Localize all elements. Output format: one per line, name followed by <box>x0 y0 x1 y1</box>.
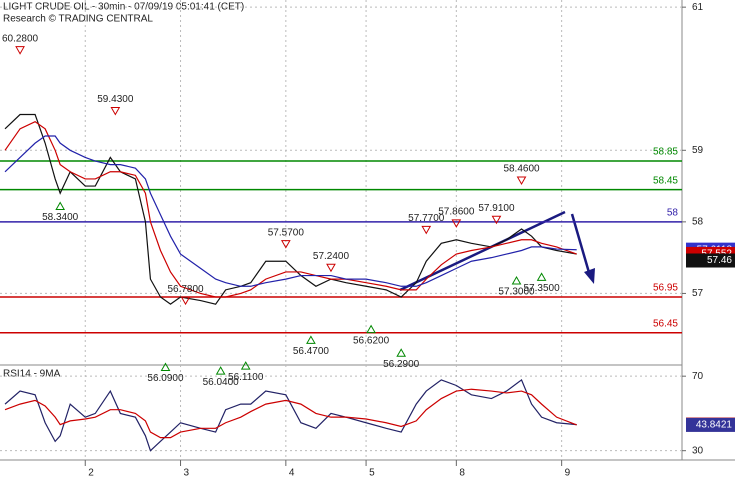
pivot-label: 58.4600 <box>503 164 540 175</box>
value-tag <box>686 253 735 268</box>
pivot-label: 60.2800 <box>2 33 39 44</box>
pivot-label: 56.4700 <box>293 346 330 357</box>
pivot-label: 56.0400 <box>203 377 240 388</box>
rsi-title: RSI14 - 9MA <box>3 369 61 380</box>
rsi-line <box>4 388 577 439</box>
forecast-arrow <box>570 213 592 277</box>
y-tick-label: 59 <box>692 145 704 156</box>
price-line <box>4 113 577 305</box>
x-tick-label: 9 <box>565 468 571 479</box>
pivot-label: 58.3400 <box>42 212 79 223</box>
value-tag-label: 57.46 <box>707 255 732 266</box>
pivot-marker <box>396 348 407 357</box>
x-tick-label: 3 <box>184 468 190 479</box>
pivot-label: 56.0900 <box>147 373 184 384</box>
x-tick-label: 2 <box>88 468 94 479</box>
pivot-label: 56.2900 <box>383 359 420 370</box>
chart-title: LIGHT CRUDE OIL - 30min - 07/09/19 05:01… <box>3 2 244 13</box>
pivot-label: 57.2400 <box>313 251 350 262</box>
x-tick-label: 8 <box>459 468 465 479</box>
pivot-label: 56.1100 <box>228 372 264 383</box>
level-label: 58 <box>667 208 679 219</box>
pivot-marker <box>160 362 171 372</box>
level-label: 58.45 <box>653 175 678 186</box>
pivot-marker <box>55 201 66 211</box>
x-tick-label: 4 <box>289 468 295 479</box>
pivot-marker <box>180 296 191 306</box>
pivot-marker <box>110 107 121 116</box>
chart-subtitle: Research © TRADING CENTRAL <box>3 14 153 25</box>
y-tick-label: 30 <box>692 445 704 456</box>
pivot-marker <box>491 215 502 225</box>
level-label: 58.85 <box>653 147 678 158</box>
pivot-label: 57.5700 <box>268 227 305 238</box>
y-tick-label: 70 <box>692 371 704 382</box>
pivot-label: 56.7800 <box>167 284 204 295</box>
pivot-marker <box>326 263 336 273</box>
arrow-head <box>584 268 595 284</box>
pivot-marker <box>15 46 25 55</box>
pivot-marker <box>421 225 432 235</box>
y-tick-label: 57 <box>692 288 704 299</box>
pivot-marker <box>451 219 462 228</box>
y-tick-label: 61 <box>692 2 704 13</box>
y-tick-label: 58 <box>692 217 704 228</box>
pivot-label: 57.3500 <box>524 283 561 294</box>
pivot-marker <box>215 366 226 375</box>
pivot-label: 57.9100 <box>478 203 515 214</box>
value-tag <box>686 417 735 432</box>
level-label: 56.45 <box>653 318 678 329</box>
pivot-label: 57.7700 <box>408 213 445 224</box>
price-line <box>4 135 577 287</box>
pivot-marker <box>516 176 527 185</box>
pivot-marker <box>511 275 522 285</box>
pivot-label: 57.8600 <box>438 207 475 218</box>
pivot-marker <box>280 240 291 249</box>
pivot-label: 56.6200 <box>353 335 390 346</box>
pivot-marker <box>240 361 251 370</box>
trend-line <box>399 210 566 292</box>
level-label: 56.95 <box>653 283 678 294</box>
pivot-marker <box>366 324 376 334</box>
pivot-label: 59.4300 <box>97 94 134 105</box>
x-tick-label: 5 <box>369 468 375 479</box>
value-tag-label: 43.8421 <box>696 420 733 431</box>
pivot-label: 57.3000 <box>498 287 535 298</box>
rsi-line <box>4 378 577 452</box>
price-line <box>4 120 577 298</box>
pivot-marker <box>536 272 547 281</box>
pivot-marker <box>306 335 316 344</box>
